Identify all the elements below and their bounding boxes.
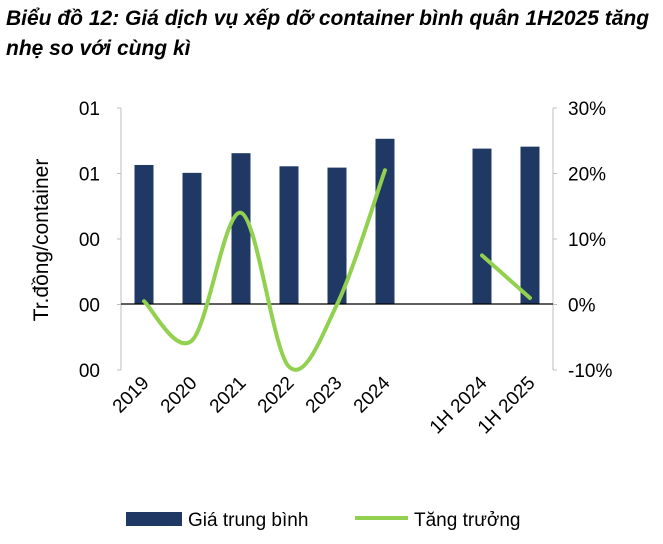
y-axis-left-ticks: 01 01 00 00 00 — [79, 99, 121, 382]
y-right-tick-label: 20% — [568, 165, 606, 186]
bar — [231, 153, 251, 305]
y-right-tick-label: 0% — [568, 296, 596, 317]
x-tick-label: 2021 — [206, 373, 251, 418]
bar — [182, 172, 202, 305]
y-axis-right-ticks: 30% 20% 10% 0% -10% — [553, 99, 612, 382]
bar — [375, 138, 395, 305]
y-right-tick-label: 10% — [568, 230, 606, 251]
growth-line-segment — [142, 168, 387, 372]
legend-swatch-bar — [126, 512, 182, 526]
legend: Giá trung bình Tăng trưởng — [126, 510, 521, 531]
y-left-tick-label: 00 — [79, 230, 100, 251]
x-tick-label: 2024 — [350, 372, 395, 417]
legend-label-bar: Giá trung bình — [188, 510, 308, 531]
bar — [279, 166, 299, 305]
chart-title: Biểu đồ 12: Giá dịch vụ xếp dỡ container… — [6, 7, 650, 60]
line-series — [142, 168, 532, 372]
y-right-tick-label: 30% — [568, 99, 606, 120]
x-tick-label: 2019 — [109, 373, 154, 418]
y-left-tick-label: 00 — [79, 361, 100, 382]
bar-series — [134, 138, 540, 305]
legend-label-line: Tăng trưởng — [414, 510, 521, 531]
x-tick-label: 2023 — [302, 373, 347, 418]
y-left-tick-label: 01 — [79, 165, 100, 186]
x-tick-label: 2022 — [254, 373, 299, 418]
x-tick-label: 2020 — [157, 373, 202, 418]
bar — [134, 164, 154, 305]
growth-line-segment — [480, 253, 532, 300]
y-right-tick-label: -10% — [568, 361, 612, 382]
bar — [520, 146, 540, 305]
bar — [472, 148, 492, 305]
y-axis-left-label: Tr.đồng/container — [30, 159, 53, 322]
y-left-tick-label: 01 — [79, 99, 100, 120]
bar — [327, 167, 347, 305]
y-left-tick-label: 00 — [79, 296, 100, 317]
